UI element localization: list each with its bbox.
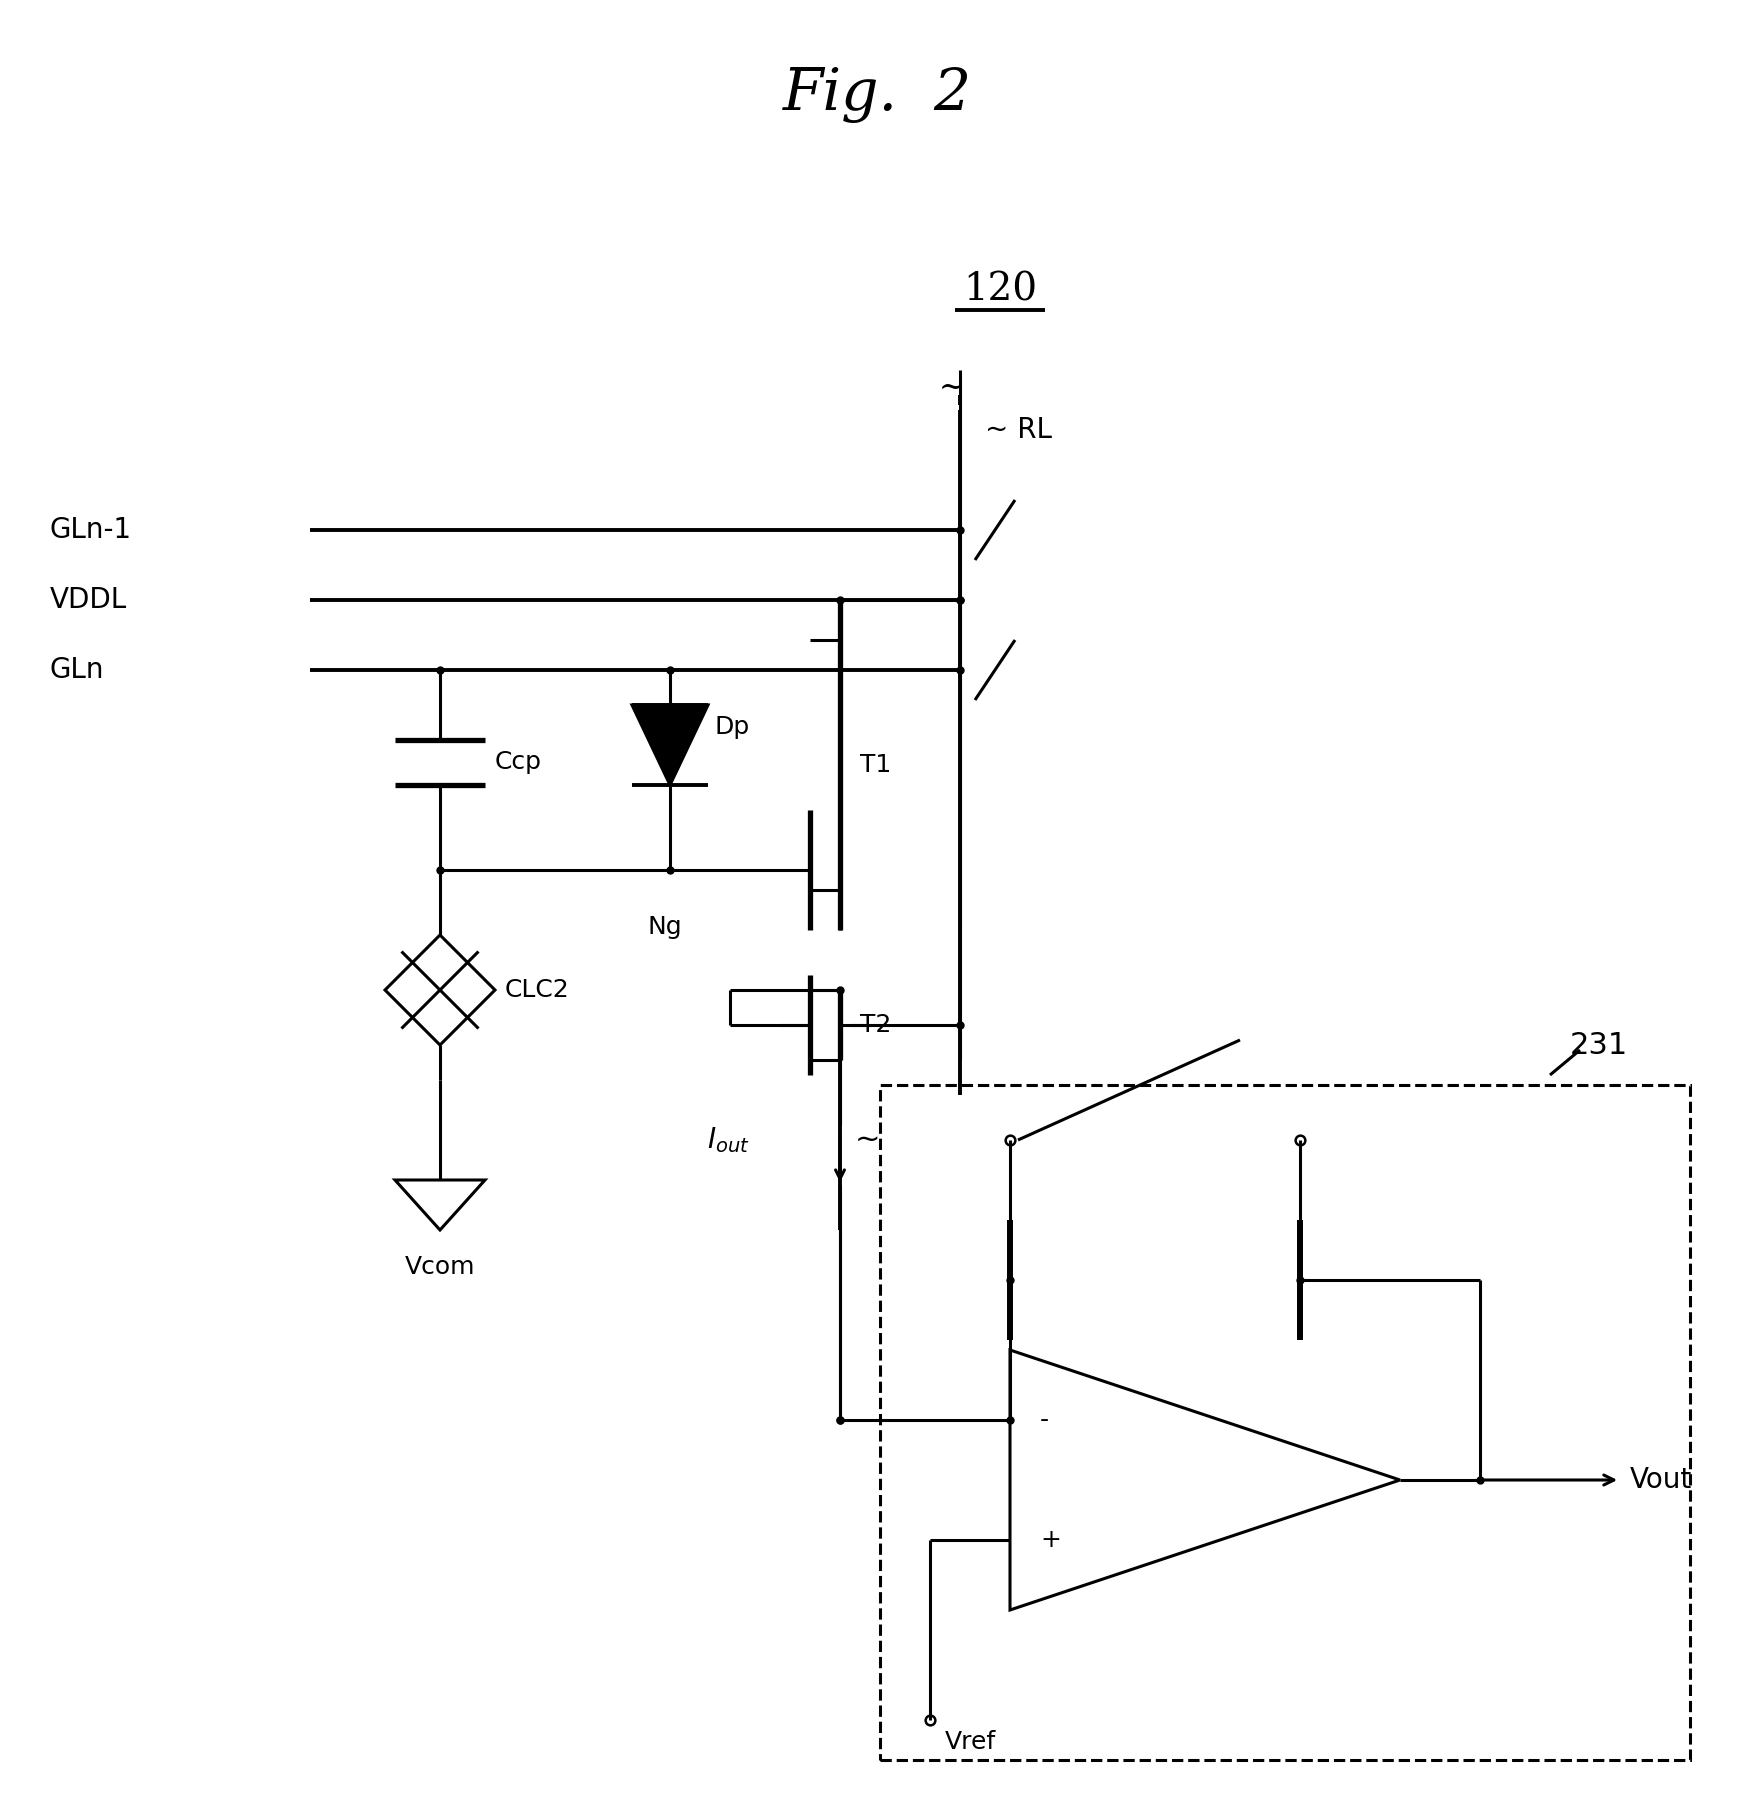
Text: +: + <box>1041 1528 1060 1551</box>
Text: 120: 120 <box>963 271 1037 308</box>
Text: ~ RL: ~ RL <box>985 417 1051 444</box>
Text: T1: T1 <box>860 752 892 778</box>
Text: Fig.  2: Fig. 2 <box>783 67 972 123</box>
Text: Vcom: Vcom <box>405 1256 476 1279</box>
Text: ~: ~ <box>855 1126 881 1155</box>
Text: CLC2: CLC2 <box>505 978 570 1001</box>
Text: GLn: GLn <box>49 657 105 684</box>
Text: $I_{out}$: $I_{out}$ <box>707 1126 749 1155</box>
Text: -: - <box>1041 1407 1049 1432</box>
Text: Ng: Ng <box>648 915 683 940</box>
Text: T2: T2 <box>860 1014 892 1037</box>
Text: Vref: Vref <box>944 1730 997 1753</box>
Text: Ccp: Ccp <box>495 750 542 774</box>
Text: 231: 231 <box>1571 1032 1629 1061</box>
Text: VDDL: VDDL <box>49 586 128 613</box>
Text: GLn-1: GLn-1 <box>49 516 132 545</box>
Bar <box>879 1084 1690 1761</box>
Text: Dp: Dp <box>714 714 749 740</box>
Polygon shape <box>632 705 707 785</box>
Text: ~: ~ <box>939 372 965 404</box>
Text: Vout: Vout <box>1630 1467 1692 1494</box>
